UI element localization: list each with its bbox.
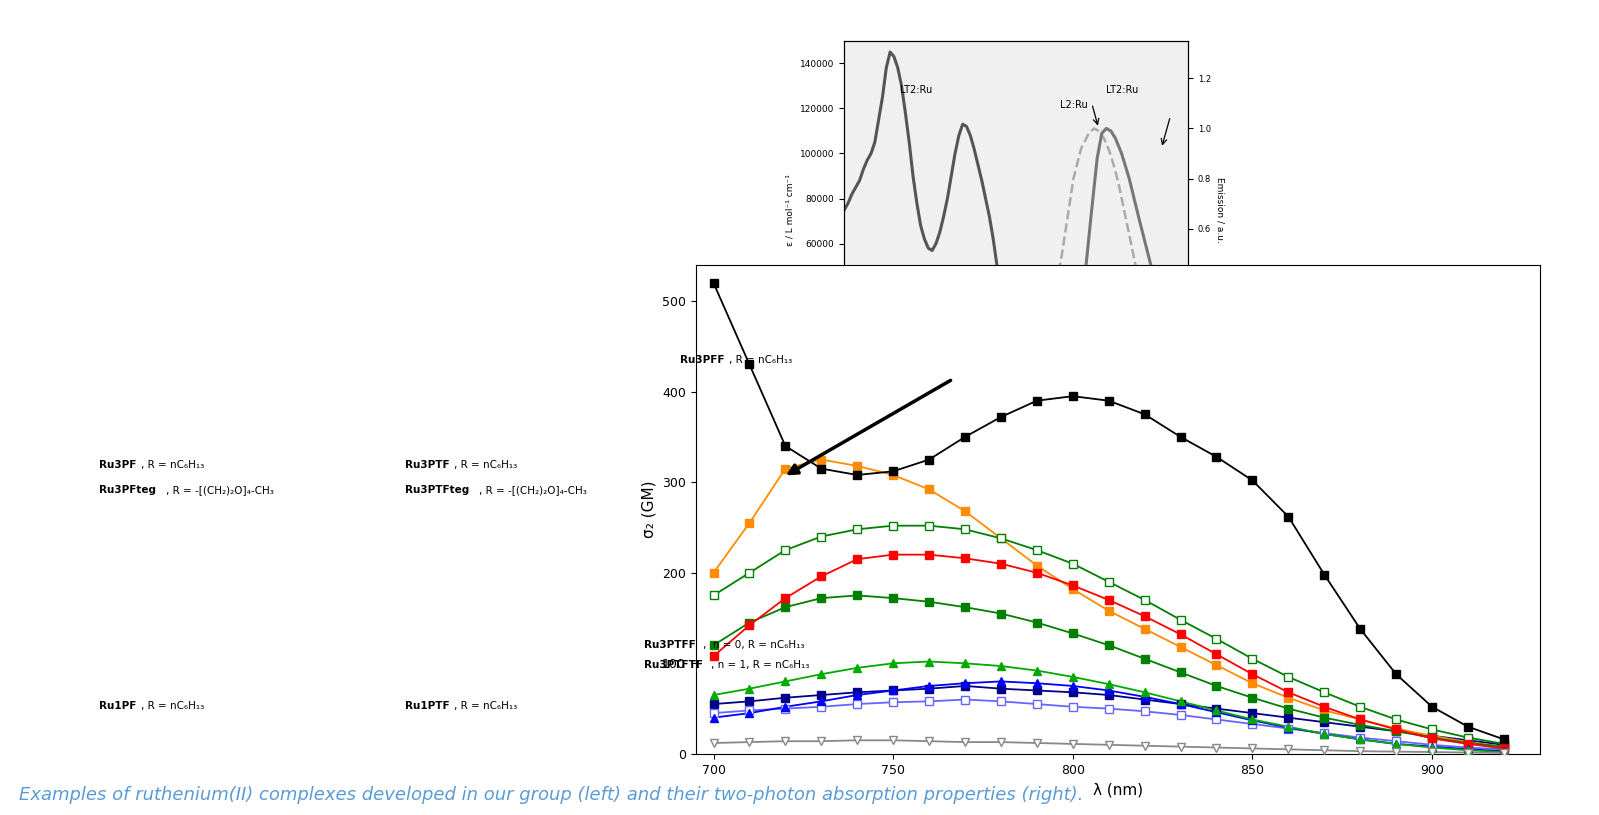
Text: ,  n = 0, R = nC₆H₁₃: , n = 0, R = nC₆H₁₃ [702, 640, 804, 650]
Text: , R = nC₆H₁₃: , R = nC₆H₁₃ [141, 701, 205, 711]
Text: LT2:Ru: LT2:Ru [900, 85, 932, 95]
Text: L2:Ru: L2:Ru [1060, 100, 1089, 110]
Text: Ru3PTFTF: Ru3PTFTF [644, 660, 704, 670]
Text: L2:Ru: L2:Ru [1015, 321, 1043, 332]
Text: , R = nC₆H₁₃: , R = nC₆H₁₃ [141, 460, 205, 470]
X-axis label: Wavelength / nm: Wavelength / nm [974, 403, 1059, 413]
Text: Ru3PFF: Ru3PFF [680, 355, 724, 364]
Text: Ru3PF: Ru3PF [99, 460, 136, 470]
Text: Ru3PFteg: Ru3PFteg [99, 485, 157, 495]
Text: , R = -[(CH₂)₂O]₄-CH₃: , R = -[(CH₂)₂O]₄-CH₃ [480, 485, 587, 495]
Text: , R = -[(CH₂)₂O]₄-CH₃: , R = -[(CH₂)₂O]₄-CH₃ [166, 485, 273, 495]
Y-axis label: Emission / a.u.: Emission / a.u. [1215, 177, 1225, 243]
Text: Ru3PTFteg: Ru3PTFteg [405, 485, 469, 495]
Text: Ru3PTFF: Ru3PTFF [644, 640, 696, 650]
Y-axis label: ε / L mol⁻¹ cm⁻¹: ε / L mol⁻¹ cm⁻¹ [785, 174, 795, 246]
Text: Ru3PTF: Ru3PTF [405, 460, 449, 470]
Text: Ru1PF: Ru1PF [99, 701, 136, 711]
Text: Examples of ruthenium(II) complexes developed in our group (left) and their two-: Examples of ruthenium(II) complexes deve… [19, 786, 1084, 804]
Text: LT2:Ru: LT2:Ru [1107, 85, 1138, 95]
Text: , R = nC₆H₁₃: , R = nC₆H₁₃ [729, 355, 793, 364]
X-axis label: λ (nm): λ (nm) [1092, 782, 1143, 797]
Text: , R = nC₆H₁₃: , R = nC₆H₁₃ [454, 701, 518, 711]
Y-axis label: σ₂ (GM): σ₂ (GM) [641, 481, 656, 538]
Text: , R = nC₆H₁₃: , R = nC₆H₁₃ [454, 460, 518, 470]
Text: Ru1PTF: Ru1PTF [405, 701, 449, 711]
Text: , n = 1, R = nC₆H₁₃: , n = 1, R = nC₆H₁₃ [712, 660, 809, 670]
